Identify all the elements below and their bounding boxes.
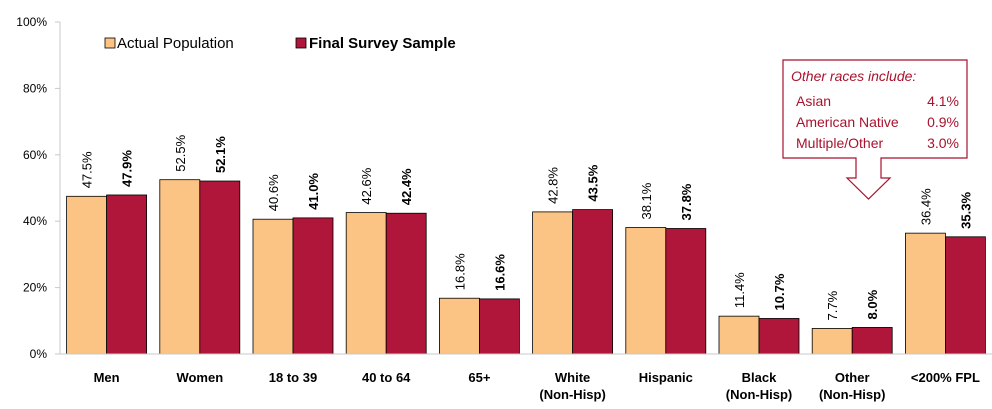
bar-final-survey-sample xyxy=(106,194,147,355)
x-category-label: Hispanic xyxy=(639,370,693,385)
bar-actual-population xyxy=(252,218,294,355)
legend-swatch xyxy=(295,37,307,49)
bar-final-survey-sample xyxy=(945,236,986,355)
legend-label: Actual Population xyxy=(117,35,234,52)
callout-box xyxy=(782,59,968,200)
x-category-label: <200% FPL xyxy=(911,370,980,385)
data-labels: 47.5% 47.9% 52.5% 52.1% 40.6% 41.0% 42.6% 42.4%… xyxy=(80,134,974,320)
x-category-label: White xyxy=(555,370,590,385)
data-label-actual: 16.8% xyxy=(452,253,467,290)
x-category-label: 18 to 39 xyxy=(269,370,317,385)
bar-final-survey-sample xyxy=(478,298,520,355)
bar-final-survey-sample xyxy=(851,327,893,355)
data-label-survey: 10.7% xyxy=(772,273,787,310)
bar-final-survey-sample xyxy=(199,180,241,355)
y-tick-label: 100% xyxy=(16,15,47,29)
x-category-label: (Non-Hisp) xyxy=(726,387,792,402)
x-category-label: Black xyxy=(742,370,777,385)
bar-actual-population xyxy=(532,211,573,355)
data-label-survey: 37.8% xyxy=(679,183,694,220)
bar-actual-population xyxy=(625,227,667,355)
y-tick-label: 80% xyxy=(23,81,47,95)
x-category-label: 65+ xyxy=(468,370,490,385)
data-label-actual: 42.6% xyxy=(359,167,374,204)
x-category-label: Women xyxy=(176,370,223,385)
x-category-label: Other xyxy=(835,370,870,385)
bar-actual-population xyxy=(718,315,760,355)
bar-final-survey-sample xyxy=(292,217,334,355)
data-label-actual: 40.6% xyxy=(266,174,281,211)
data-label-survey: 8.0% xyxy=(865,289,880,319)
bar-actual-population xyxy=(66,195,107,355)
bar-series xyxy=(66,179,986,355)
callout-title: Other races include: xyxy=(791,68,916,84)
bar-final-survey-sample xyxy=(572,209,613,355)
data-label-survey: 41.0% xyxy=(306,173,321,210)
y-tick-label: 20% xyxy=(23,281,47,295)
data-label-actual: 47.5% xyxy=(80,151,95,188)
callout-row-value: 4.1% xyxy=(927,93,959,109)
callout-row-label: Multiple/Other xyxy=(796,135,883,151)
x-category-label: (Non-Hisp) xyxy=(539,387,605,402)
data-label-actual: 42.8% xyxy=(546,167,561,204)
bar-actual-population xyxy=(345,212,387,355)
bar-actual-population xyxy=(905,232,946,355)
y-tick-label: 40% xyxy=(23,214,47,228)
bar-actual-population xyxy=(438,297,480,355)
bar-final-survey-sample xyxy=(665,228,707,355)
data-label-survey: 43.5% xyxy=(586,164,601,201)
data-label-actual: 38.1% xyxy=(639,182,654,219)
callout-row-label: American Native xyxy=(796,114,899,130)
x-category-label: Men xyxy=(94,370,120,385)
data-label-survey: 35.3% xyxy=(958,192,973,229)
data-label-actual: 52.5% xyxy=(173,134,188,171)
callout-row-label: Asian xyxy=(796,93,831,109)
y-tick-label: 0% xyxy=(30,347,48,361)
other-races-callout: Other races include: Asian 4.1% American Na… xyxy=(782,59,968,200)
data-label-survey: 47.9% xyxy=(120,150,135,187)
bar-final-survey-sample xyxy=(758,318,800,355)
data-label-survey: 42.4% xyxy=(399,168,414,205)
x-category-label: (Non-Hisp) xyxy=(819,387,885,402)
data-label-actual: 36.4% xyxy=(918,188,933,225)
bar-actual-population xyxy=(811,328,853,355)
y-tick-label: 60% xyxy=(23,148,47,162)
legend-label: Final Survey Sample xyxy=(309,35,456,52)
legend-swatch xyxy=(104,37,116,49)
data-label-actual: 7.7% xyxy=(825,290,840,320)
callout-row-value: 3.0% xyxy=(927,135,959,151)
data-label-survey: 52.1% xyxy=(213,136,228,173)
legend: Actual Population Final Survey Sample xyxy=(104,35,456,52)
callout-row-value: 0.9% xyxy=(927,114,959,130)
x-category-label: 40 to 64 xyxy=(362,370,411,385)
data-label-survey: 16.6% xyxy=(492,254,507,291)
bar-actual-population xyxy=(159,179,201,355)
y-axis: 0% 20% 40% 60% 80% 100% xyxy=(16,15,61,361)
bar-final-survey-sample xyxy=(385,212,427,355)
x-axis: Men Women 18 to 39 40 to 64 65+ White (Non-His… xyxy=(60,353,992,402)
data-label-actual: 11.4% xyxy=(732,272,747,308)
